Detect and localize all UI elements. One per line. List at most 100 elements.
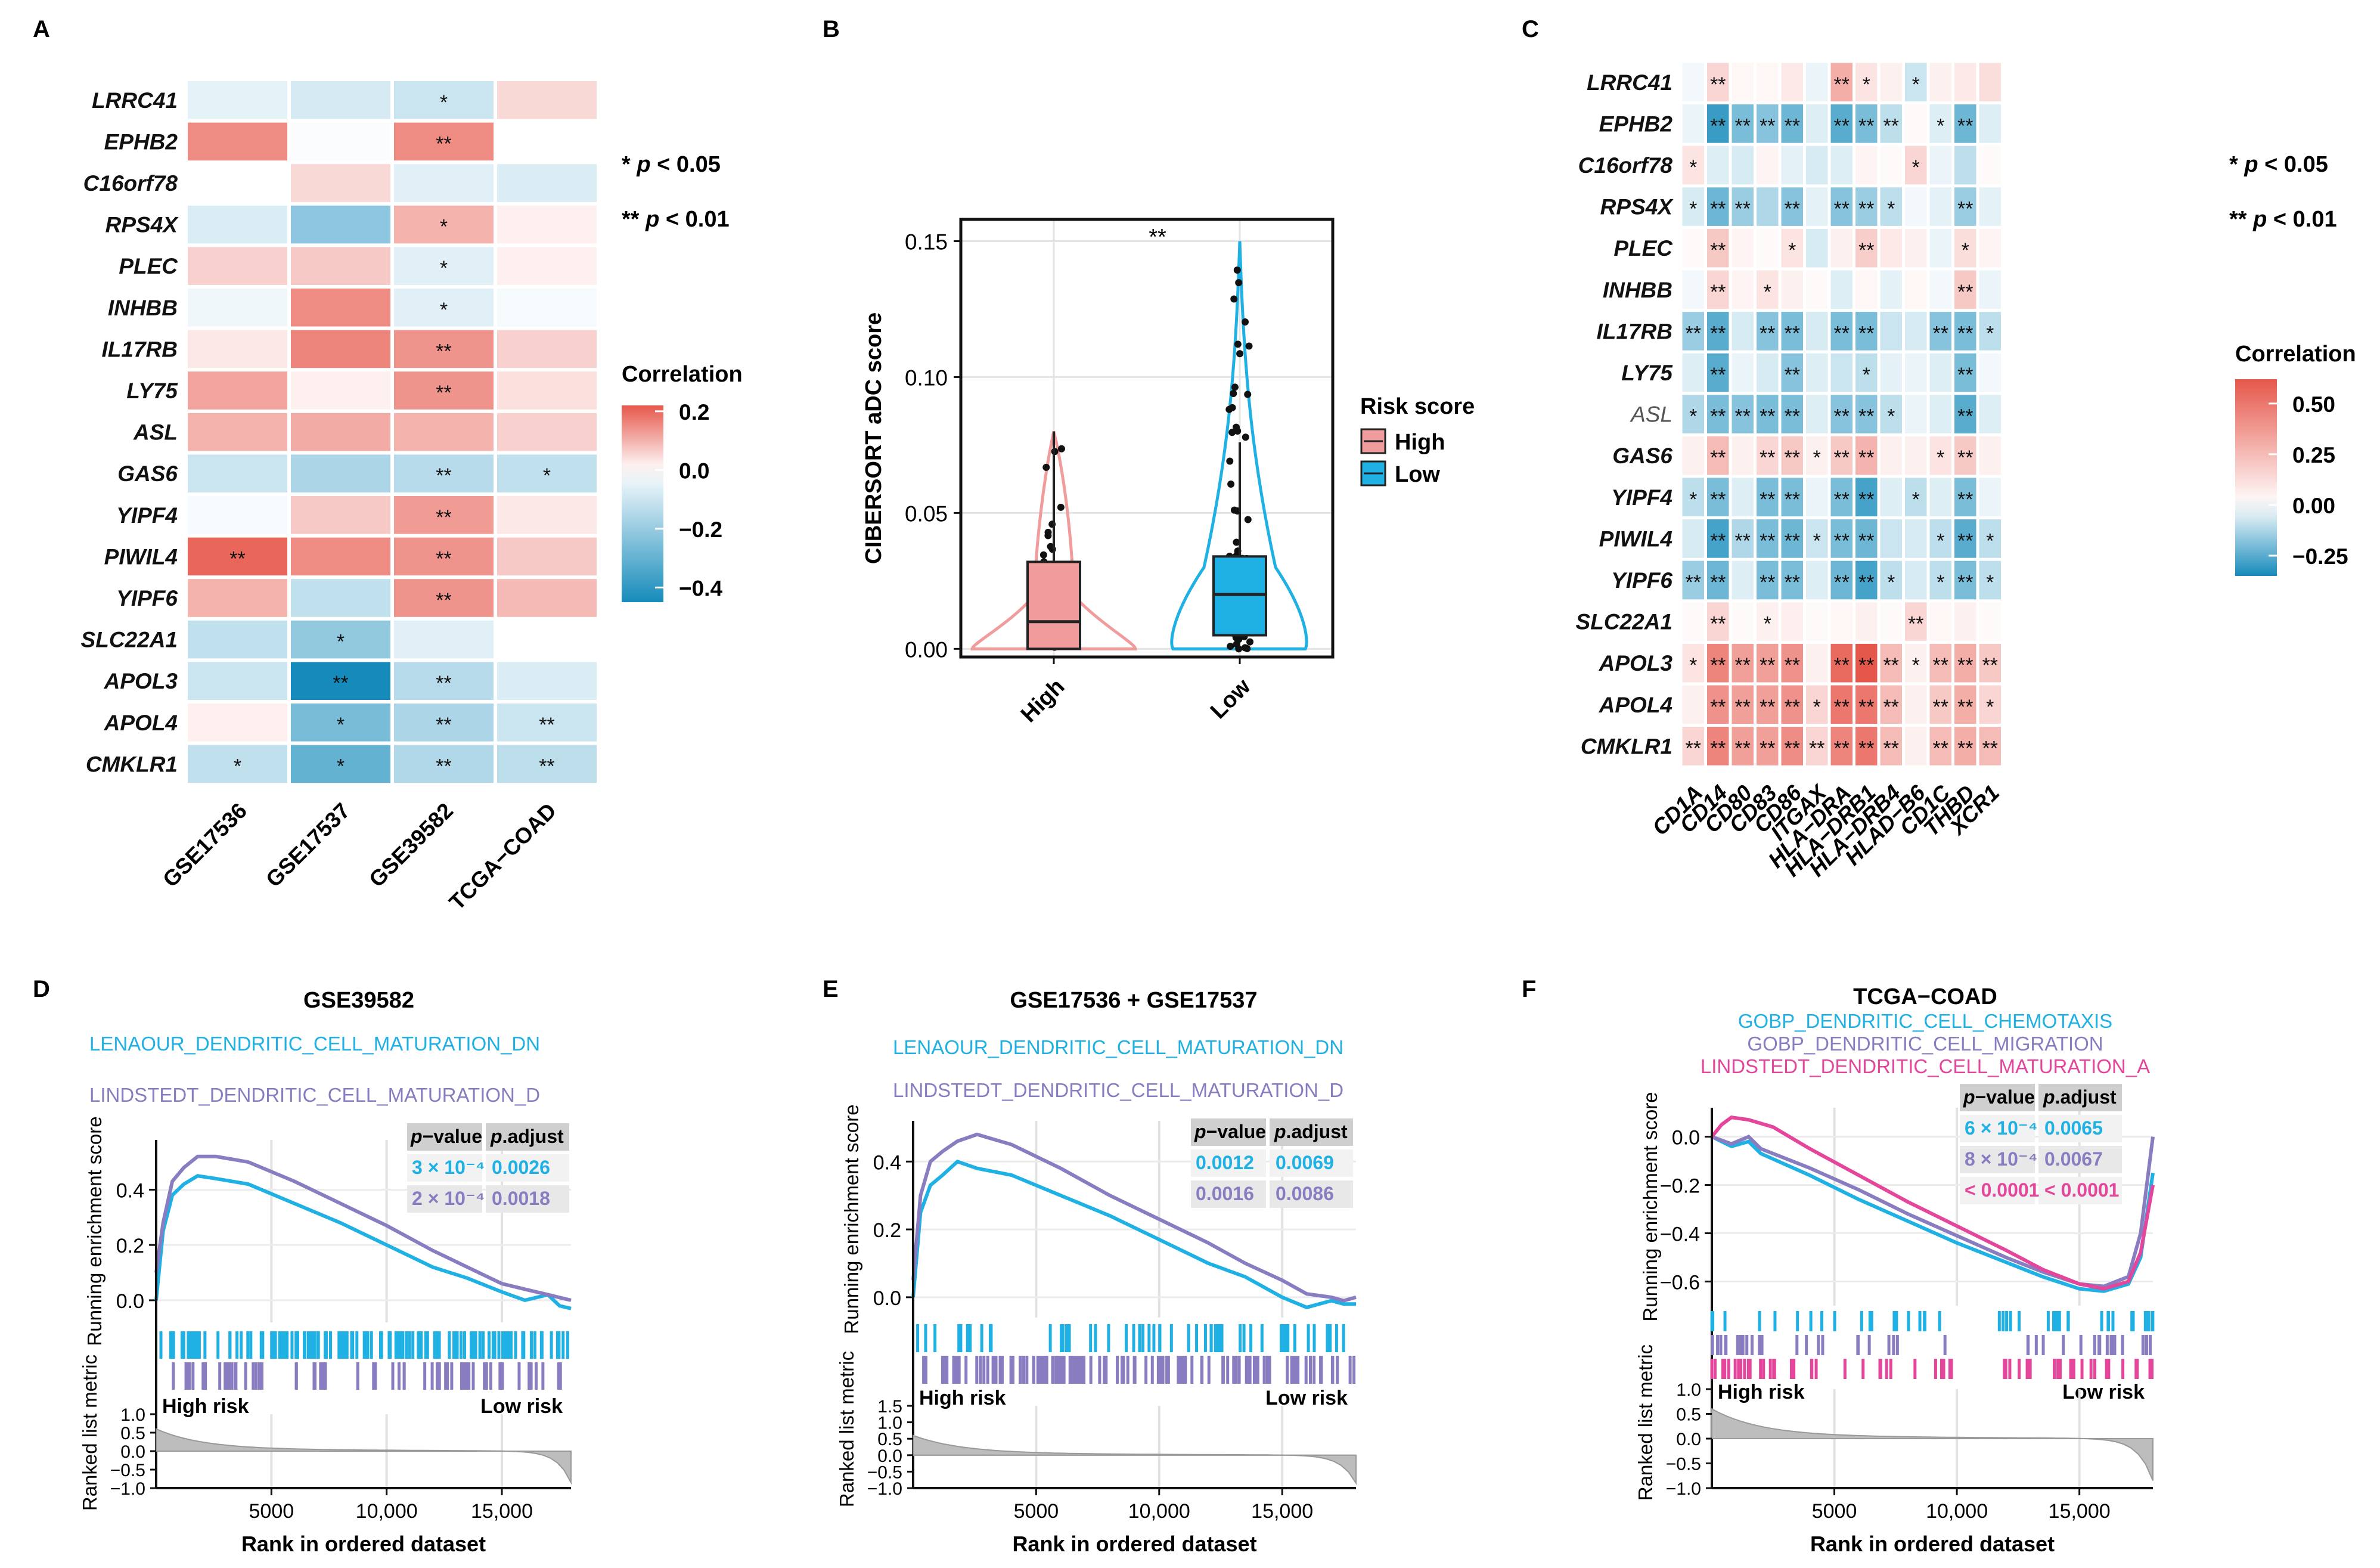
significance-mark: ** xyxy=(436,714,451,736)
heatmap-cell xyxy=(1732,63,1754,102)
heatmap-cell xyxy=(394,620,494,659)
heatmap-cell xyxy=(1855,478,1878,517)
table-padjust: 0.0067 xyxy=(2044,1148,2103,1170)
data-point xyxy=(1230,295,1238,303)
heatmap-cell xyxy=(1880,353,1902,392)
row-label: APOL4 xyxy=(104,711,178,735)
heatmap-cell xyxy=(291,371,390,410)
table-header-cell xyxy=(2038,1084,2122,1111)
significance-mark: ** xyxy=(436,506,451,529)
x-axis-label: Rank in ordered dataset xyxy=(1810,1532,2055,1556)
table-padjust: < 0.0001 xyxy=(2044,1179,2119,1201)
row-label: INHBB xyxy=(1603,278,1672,302)
heatmap-cell xyxy=(1757,436,1779,475)
table-header-pvalue: p−value xyxy=(1194,1121,1266,1142)
significance-mark: * xyxy=(1912,73,1920,96)
significance-mark: ** xyxy=(1686,571,1701,594)
significance-mark: ** xyxy=(1760,696,1775,718)
significance-mark: ** xyxy=(1760,571,1775,594)
heatmap-cell xyxy=(188,704,287,742)
heatmap-cell xyxy=(1732,560,1754,600)
heatmap-cell xyxy=(1954,312,1976,351)
enrichment-line xyxy=(1711,1135,2155,1293)
y-tick-label: −0.4 xyxy=(1660,1223,1700,1246)
table-cell xyxy=(1960,1115,2035,1142)
significance-mark: ** xyxy=(1858,405,1874,428)
heatmap-cell xyxy=(1707,228,1729,268)
heatmap-cell xyxy=(1979,145,2001,185)
heatmap-cell xyxy=(1880,727,1902,766)
significance-mark: ** xyxy=(1957,114,1973,137)
significance-mark: ** xyxy=(1957,654,1973,677)
heatmap-cell xyxy=(1682,560,1704,600)
significance-mark: ** xyxy=(1834,696,1850,718)
significance-mark: ** xyxy=(1858,571,1874,594)
significance-mark: ** xyxy=(1957,447,1973,469)
data-point xyxy=(1057,503,1065,511)
x-tick-label: 15,000 xyxy=(2049,1500,2111,1523)
heatmap-cell xyxy=(1781,685,1803,724)
data-point xyxy=(1241,644,1249,652)
heatmap-cell xyxy=(1757,478,1779,517)
heatmap-cell xyxy=(1954,228,1976,268)
heatmap-cell xyxy=(1707,685,1729,724)
heatmap-cell xyxy=(497,371,597,410)
table-cell xyxy=(407,1154,482,1182)
significance-mark: ** xyxy=(229,547,245,570)
heatmap-cell xyxy=(1806,145,1828,185)
column-label: GSE17537 xyxy=(261,798,355,892)
table-header-padjust: p.adjust xyxy=(490,1126,564,1147)
heatmap-cell xyxy=(1781,145,1803,185)
significance-mark: ** xyxy=(1809,737,1824,760)
heatmap-cell xyxy=(1707,145,1729,185)
significance-mark: ** xyxy=(1785,654,1800,677)
heatmap-cell xyxy=(1732,643,1754,683)
y-tick-label: 0.2 xyxy=(116,1235,144,1257)
heatmap-cell xyxy=(1757,270,1779,309)
y-tick-label: −0.5 xyxy=(110,1461,145,1480)
table-cell xyxy=(1270,1149,1353,1177)
panel-label-C: C xyxy=(1522,16,1539,42)
significance-legend: ** p < 0.01 xyxy=(2229,207,2337,232)
significance-mark: ** xyxy=(1785,364,1800,386)
heatmap-cell xyxy=(1781,643,1803,683)
heatmap-cell xyxy=(1905,63,1927,102)
table-cell xyxy=(486,1185,569,1213)
gene-set-name: LENAOUR_DENDRITIC_CELL_MATURATION_DN xyxy=(893,1036,1343,1058)
heatmap-cell xyxy=(1929,187,1951,226)
data-point xyxy=(1233,423,1240,431)
significance-mark: ** xyxy=(436,547,451,570)
significance-mark: * xyxy=(440,91,448,114)
heatmap-cell xyxy=(291,330,390,368)
heatmap-cell xyxy=(1781,104,1803,143)
table-header-cell xyxy=(1960,1084,2035,1111)
x-tick-label: 15,000 xyxy=(471,1500,533,1523)
data-point xyxy=(1042,463,1050,471)
heatmap-cell xyxy=(188,454,287,492)
ranked-metric-area xyxy=(913,1434,1357,1485)
y-tick-label: −1.0 xyxy=(110,1479,145,1499)
significance-mark: * xyxy=(1912,654,1920,677)
heatmap-cell xyxy=(394,164,494,202)
heatmap-cell xyxy=(188,122,287,161)
heatmap-cell xyxy=(1979,436,2001,475)
significance-mark: ** xyxy=(1858,696,1874,718)
heatmap-cell xyxy=(1682,187,1704,226)
y-tick-label: 0.0 xyxy=(116,1290,144,1313)
significance-mark: ** xyxy=(1760,529,1775,552)
heatmap-cell xyxy=(291,164,390,202)
table-cell xyxy=(1191,1149,1266,1177)
heatmap-cell xyxy=(497,81,597,119)
significance-mark: ** xyxy=(1858,198,1874,221)
heatmap-cell xyxy=(1707,478,1729,517)
legend-tick-label: 0.50 xyxy=(2292,392,2335,417)
y-tick-label: 0.4 xyxy=(116,1179,144,1202)
heatmap-cell xyxy=(1880,270,1902,309)
table-header-padjust: p.adjust xyxy=(2043,1086,2117,1108)
heatmap-cell xyxy=(1905,685,1927,724)
x-tick-label: 10,000 xyxy=(356,1500,418,1523)
heatmap-cell xyxy=(1732,270,1754,309)
heatmap-cell xyxy=(291,704,390,742)
significance-mark: * xyxy=(1887,571,1895,594)
gene-set-name: GOBP_DENDRITIC_CELL_CHEMOTAXIS xyxy=(1738,1010,2112,1032)
